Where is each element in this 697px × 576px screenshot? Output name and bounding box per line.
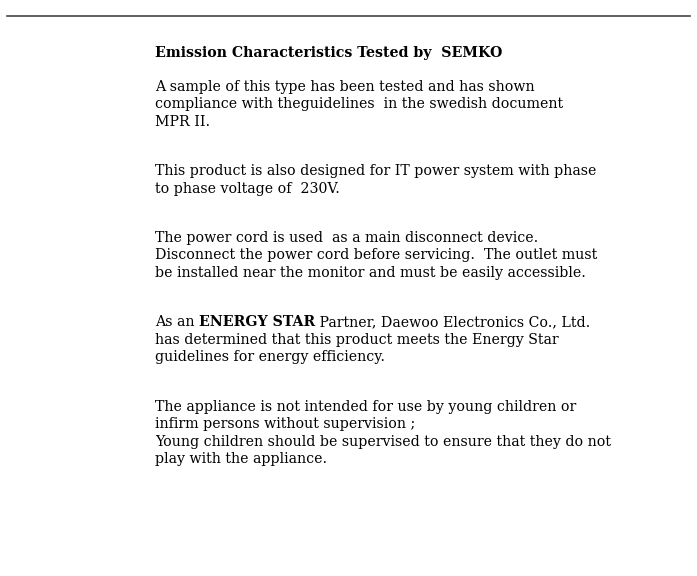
Text: ENERGY STAR: ENERGY STAR xyxy=(199,316,315,329)
Text: be installed near the monitor and must be easily accessible.: be installed near the monitor and must b… xyxy=(155,266,586,280)
Text: Emission Characteristics Tested by  SEMKO: Emission Characteristics Tested by SEMKO xyxy=(155,46,503,60)
Text: As an: As an xyxy=(155,316,199,329)
Text: guidelines for energy efficiency.: guidelines for energy efficiency. xyxy=(155,351,385,365)
Text: The appliance is not intended for use by young children or: The appliance is not intended for use by… xyxy=(155,400,576,414)
Text: has determined that this product meets the Energy Star: has determined that this product meets t… xyxy=(155,333,558,347)
Text: Partner, Daewoo Electronics Co., Ltd.: Partner, Daewoo Electronics Co., Ltd. xyxy=(315,316,590,329)
Text: play with the appliance.: play with the appliance. xyxy=(155,453,327,467)
Text: This product is also designed for IT power system with phase: This product is also designed for IT pow… xyxy=(155,164,597,178)
Text: Disconnect the power cord before servicing.  The outlet must: Disconnect the power cord before servici… xyxy=(155,248,597,263)
Text: to phase voltage of  230V.: to phase voltage of 230V. xyxy=(155,181,340,195)
Text: infirm persons without supervision ;: infirm persons without supervision ; xyxy=(155,418,415,431)
Text: MPR II.: MPR II. xyxy=(155,115,210,128)
Text: Young children should be supervised to ensure that they do not: Young children should be supervised to e… xyxy=(155,435,611,449)
Text: compliance with theguidelines  in the swedish document: compliance with theguidelines in the swe… xyxy=(155,97,563,111)
Text: A sample of this type has been tested and has shown: A sample of this type has been tested an… xyxy=(155,79,535,93)
Text: The power cord is used  as a main disconnect device.: The power cord is used as a main disconn… xyxy=(155,231,538,245)
